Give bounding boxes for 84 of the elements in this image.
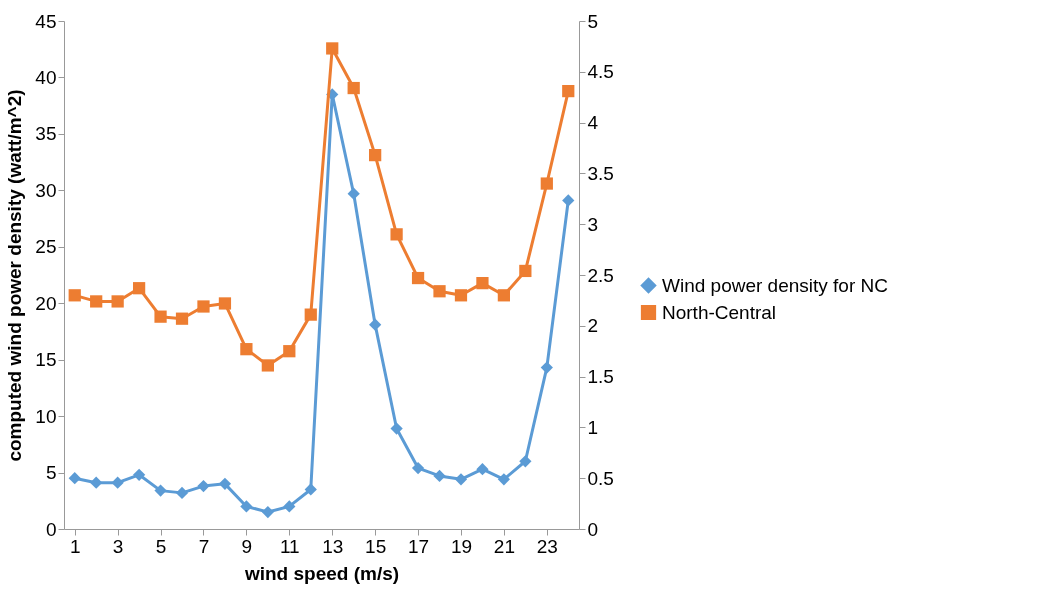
point [390,228,403,241]
point [90,476,103,489]
point [261,505,274,519]
y2-tick-label: 1 [587,416,599,438]
y2-tick-label: 2 [587,315,599,337]
y-tick-label: 10 [35,405,57,427]
y2-tick-label: 4.5 [587,61,614,83]
point [175,486,189,499]
point [476,277,489,290]
point [476,463,489,476]
point [411,461,425,475]
point [326,42,339,55]
point [519,455,532,468]
point [433,469,446,483]
point [154,484,167,497]
x-tick-label: 17 [407,535,430,557]
y2-tick-label: 3.5 [587,162,614,184]
y2-tick-label: 3 [587,213,599,235]
point [132,468,146,481]
y-tick-label: 25 [35,236,57,258]
point [497,289,511,302]
point [519,264,532,278]
point [497,473,511,486]
x-tick-label: 1 [69,535,81,557]
x-tick-label: 13 [322,535,344,557]
point [390,422,403,435]
point [218,297,232,310]
y-tick-label: 40 [35,66,57,88]
point [68,472,81,485]
x-axis-title: wind speed (m/s) [243,562,400,584]
y2-tick-label: 2.5 [587,264,614,286]
point [197,300,210,313]
y-tick-label: 0 [45,518,57,540]
point [562,84,575,98]
point [369,148,382,162]
point [111,295,124,308]
point [283,345,296,358]
point [111,476,124,489]
point [218,477,232,490]
point [132,282,146,295]
y-tick-label: 35 [35,123,57,145]
x-tick-label: 19 [450,535,473,557]
x-tick-label: 23 [536,535,558,557]
point [454,289,468,302]
point [283,500,296,513]
y2-tick-label: 4 [587,112,599,134]
point [369,318,382,331]
point [347,81,360,95]
point [347,187,360,200]
point [175,312,189,325]
y-tick-label: 45 [35,10,57,32]
point [197,479,210,493]
x-tick-label: 3 [112,535,124,557]
x-tick-label: 15 [365,535,387,557]
y-axis-title: computed wind power density (watt/m^2) [4,89,26,462]
point [433,285,446,298]
y2-tick-label: 1.5 [587,366,614,388]
legend-label: North-Central [662,301,777,323]
point [454,473,468,486]
point [90,295,103,308]
point [261,359,274,372]
x-tick-label: 11 [279,535,300,557]
x-tick-label: 9 [241,535,253,557]
y-tick-label: 20 [35,292,57,314]
x-tick-label: 5 [155,535,167,557]
point [304,308,317,321]
point [304,483,317,496]
y2-tick-label: 5 [587,10,599,32]
point [540,177,553,190]
x-tick-label: 21 [493,535,515,557]
y-tick-label: 30 [35,179,57,201]
y2-tick-label: 0.5 [587,467,614,489]
point [562,194,575,207]
y2-tick-label: 0 [587,518,599,540]
y-tick-label: 15 [35,349,57,371]
x-tick-label: 7 [198,535,210,557]
point [240,500,253,513]
y-tick-label: 5 [45,462,57,484]
point [540,361,553,374]
legend-label: Wind power density for NC [662,274,888,296]
point [240,343,253,356]
point [154,310,167,323]
point [411,271,425,285]
point [68,289,81,302]
